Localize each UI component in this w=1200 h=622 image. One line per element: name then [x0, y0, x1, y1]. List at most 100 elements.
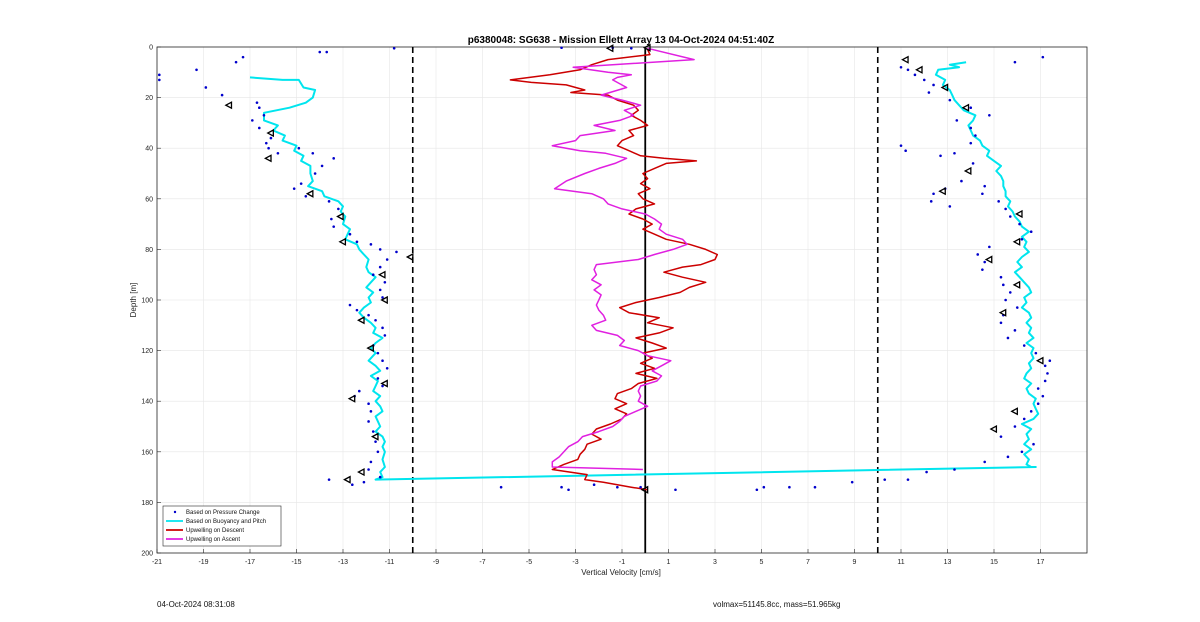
pressure-point	[381, 296, 384, 299]
triangle-marker	[605, 44, 614, 53]
triangle-marker	[640, 485, 649, 494]
pressure-point	[1048, 359, 1052, 363]
marker-layer	[224, 43, 1044, 494]
pressure-point	[276, 151, 280, 155]
pressure-point	[378, 475, 382, 479]
pressure-point	[378, 248, 382, 251]
pressure-point	[337, 207, 340, 211]
pressure-point	[327, 478, 331, 481]
triangle-marker	[984, 255, 993, 264]
y-tick-label: 100	[141, 298, 153, 305]
x-tick-label: 13	[944, 559, 952, 566]
triangle-marker	[380, 295, 388, 305]
pressure-point	[371, 273, 375, 277]
pressure-point	[883, 478, 887, 481]
pressure-point	[348, 232, 352, 236]
legend-entry: Upwelling on Ascent	[186, 537, 240, 543]
pressure-point	[974, 134, 977, 137]
pressure-point	[630, 46, 633, 50]
pressure-point	[392, 46, 396, 50]
pressure-point	[1018, 222, 1021, 226]
pressure-point	[1022, 417, 1026, 421]
y-axis-ticks: 0 20 40 60 80 100 120 140 160 180 200	[141, 45, 161, 558]
pressure-point	[258, 106, 261, 110]
pressure-point	[932, 192, 935, 196]
chart-title: p6380048: SG638 - Mission Ellett Array 1…	[468, 35, 774, 46]
pressure-point	[357, 389, 361, 393]
x-tick-label: -11	[385, 559, 395, 566]
pressure-point	[899, 65, 903, 69]
pressure-point	[850, 480, 854, 484]
x-tick-label: -13	[338, 559, 348, 566]
triangle-marker	[338, 237, 347, 246]
pressure-point	[251, 119, 254, 122]
pressure-point	[325, 50, 329, 54]
pressure-point	[1036, 402, 1040, 406]
triangle-marker	[347, 394, 356, 403]
pressure-point	[899, 144, 903, 147]
pressure-point	[330, 217, 333, 221]
pressure-point	[1015, 306, 1019, 309]
pressure-point	[999, 435, 1003, 438]
y-tick-label: 160	[141, 449, 153, 456]
pressure-point	[355, 308, 359, 312]
pressure-point	[1022, 344, 1026, 347]
pressure-point	[1004, 207, 1007, 211]
pressure-point	[1006, 336, 1010, 340]
pressure-point	[299, 182, 303, 185]
pressure-point	[1008, 215, 1012, 218]
triangle-marker	[961, 103, 970, 112]
y-tick-label: 140	[141, 399, 153, 406]
pressure-point	[913, 73, 917, 77]
pressure-point	[258, 126, 261, 130]
x-tick-label: -17	[245, 559, 255, 566]
pressure-point	[367, 468, 370, 471]
y-tick-label: 0	[149, 45, 153, 52]
pressure-point	[241, 55, 245, 59]
pressure-point	[351, 483, 354, 486]
pressure-point	[1029, 230, 1033, 233]
triangle-marker	[336, 212, 344, 221]
x-tick-label: 11	[897, 559, 904, 566]
legend-swatch	[173, 510, 177, 514]
triangle-marker	[343, 475, 351, 484]
x-axis-label: Vertical Velocity [cm/s]	[581, 568, 661, 577]
y-tick-label: 180	[141, 500, 153, 507]
pressure-point	[1043, 364, 1047, 368]
triangle-marker	[963, 166, 972, 176]
triangle-marker	[1012, 280, 1021, 289]
pressure-point	[371, 430, 375, 433]
pressure-point	[367, 420, 370, 423]
triangle-marker	[915, 65, 923, 74]
x-tick-label: -7	[479, 559, 485, 566]
pressure-point	[220, 93, 224, 97]
pressure-point	[355, 240, 359, 244]
pressure-point	[1041, 55, 1045, 59]
pressure-point	[755, 488, 759, 492]
x-tick-label: 1	[667, 559, 671, 566]
pressure-point	[195, 68, 198, 72]
pressure-point	[362, 480, 366, 484]
pressure-point	[369, 243, 373, 246]
x-tick-label: -21	[152, 559, 162, 566]
triangle-marker	[366, 343, 374, 353]
pressure-point	[674, 488, 677, 492]
triangle-marker	[901, 55, 909, 64]
pressure-point	[332, 225, 336, 228]
pressure-point	[922, 78, 926, 82]
pressure-point	[378, 265, 382, 269]
triangle-marker	[1015, 209, 1023, 219]
x-tick-label: -5	[526, 559, 532, 566]
pressure-point	[929, 200, 933, 203]
pressure-point	[395, 250, 398, 254]
triangle-marker	[940, 83, 949, 92]
pressure-point	[813, 485, 817, 489]
pressure-point	[1004, 298, 1007, 302]
x-tick-label: -9	[433, 559, 439, 566]
footer-timestamp: 04-Oct-2024 08:31:08	[157, 600, 235, 609]
triangle-marker	[938, 187, 946, 196]
x-tick-label: 3	[713, 559, 717, 566]
x-tick-label: 5	[760, 559, 764, 566]
triangle-marker	[377, 270, 386, 279]
